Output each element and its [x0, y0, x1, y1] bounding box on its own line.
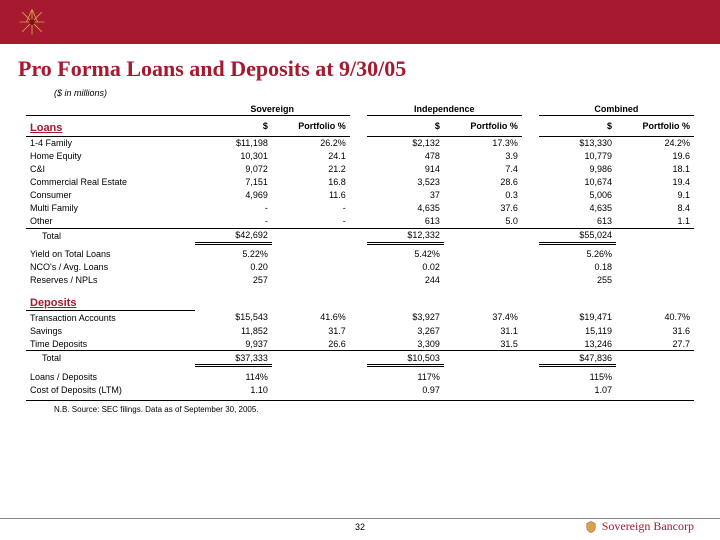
table-row: Other -- 6135.0 6131.1: [26, 215, 694, 229]
table-row: Savings 11,85231.7 3,26731.1 15,11931.6: [26, 324, 694, 337]
units-label: ($ in millions): [26, 88, 694, 102]
content-area: ($ in millions) Sovereign Independence C…: [0, 88, 720, 418]
starburst-logo-icon: [18, 8, 46, 36]
footer: 32 Sovereign Bancorp: [0, 518, 720, 534]
sub-header-row: Loans $Portfolio % $Portfolio % $Portfol…: [26, 116, 694, 137]
metric-row: NCO's / Avg. Loans 0.20 0.02 0.18: [26, 261, 694, 274]
footnote: N.B. Source: SEC filings. Data as of Sep…: [26, 400, 694, 418]
table-row: Transaction Accounts $15,54341.6% $3,927…: [26, 311, 694, 325]
col-group-sovereign: Sovereign: [195, 102, 350, 116]
table-row: 1-4 Family $11,19826.2% $2,13217.3% $13,…: [26, 136, 694, 150]
metric-row: Yield on Total Loans 5.22% 5.42% 5.26%: [26, 248, 694, 261]
metric-row: Reserves / NPLs 257 244 255: [26, 274, 694, 287]
col-group-independence: Independence: [367, 102, 522, 116]
group-header-row: Sovereign Independence Combined: [26, 102, 694, 116]
page-number: 32: [355, 522, 365, 532]
table-row: Multi Family -- 4,63537.6 4,6358.4: [26, 202, 694, 215]
table-row: Home Equity 10,30124.1 4783.9 10,77919.6: [26, 150, 694, 163]
metric-row: Cost of Deposits (LTM) 1.10 0.97 1.07: [26, 383, 694, 396]
table-row: C&I 9,07221.2 9147.4 9,98618.1: [26, 163, 694, 176]
page-title: Pro Forma Loans and Deposits at 9/30/05: [0, 44, 720, 88]
top-banner: [0, 0, 720, 44]
loans-total-row: Total $42,692 $12,332 $55,024: [26, 228, 694, 243]
deposits-total-row: Total $37,333 $10,503 $47,836: [26, 351, 694, 366]
col-group-combined: Combined: [539, 102, 694, 116]
financial-table: Sovereign Independence Combined Loans $P…: [26, 102, 694, 396]
table-row: Commercial Real Estate 7,15116.8 3,52328…: [26, 176, 694, 189]
table-row: Time Deposits 9,93726.6 3,30931.5 13,246…: [26, 337, 694, 351]
company-brand: Sovereign Bancorp: [584, 519, 694, 534]
loans-section-label: Loans: [26, 116, 195, 137]
metric-row: Loans / Deposits 114% 117% 115%: [26, 370, 694, 383]
crest-icon: [584, 520, 598, 534]
table-row: Consumer 4,96911.6 370.3 5,0069.1: [26, 189, 694, 202]
deposits-header-row: Deposits: [26, 291, 694, 311]
deposits-section-label: Deposits: [26, 291, 195, 311]
